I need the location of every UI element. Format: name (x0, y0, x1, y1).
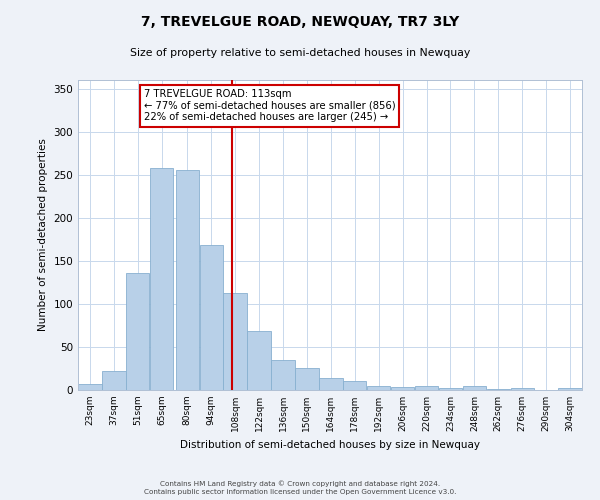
Bar (223, 292, 247, 390)
Bar (343, 382, 367, 390)
Y-axis label: Number of semi-detached properties: Number of semi-detached properties (38, 138, 48, 332)
Bar (176, 170, 199, 390)
Bar (391, 386, 415, 390)
Bar (487, 389, 510, 390)
Bar (271, 360, 295, 390)
Bar (463, 386, 486, 390)
Bar (439, 388, 462, 390)
Bar (415, 386, 438, 390)
Text: Size of property relative to semi-detached houses in Newquay: Size of property relative to semi-detach… (130, 48, 470, 58)
Text: Contains HM Land Registry data © Crown copyright and database right 2024.
Contai: Contains HM Land Registry data © Crown c… (144, 480, 456, 495)
Bar (367, 386, 391, 390)
Bar (247, 332, 271, 390)
X-axis label: Distribution of semi-detached houses by size in Newquay: Distribution of semi-detached houses by … (180, 440, 480, 450)
Bar (559, 388, 582, 390)
Bar (511, 388, 534, 390)
Bar (78, 384, 101, 390)
Text: 7, TREVELGUE ROAD, NEWQUAY, TR7 3LY: 7, TREVELGUE ROAD, NEWQUAY, TR7 3LY (141, 15, 459, 29)
Bar (200, 246, 223, 390)
Bar (319, 378, 343, 390)
Text: 7 TREVELGUE ROAD: 113sqm
← 77% of semi-detached houses are smaller (856)
22% of : 7 TREVELGUE ROAD: 113sqm ← 77% of semi-d… (143, 90, 395, 122)
Bar (102, 371, 125, 390)
Bar (126, 273, 149, 390)
Bar (295, 368, 319, 390)
Bar (150, 168, 173, 390)
